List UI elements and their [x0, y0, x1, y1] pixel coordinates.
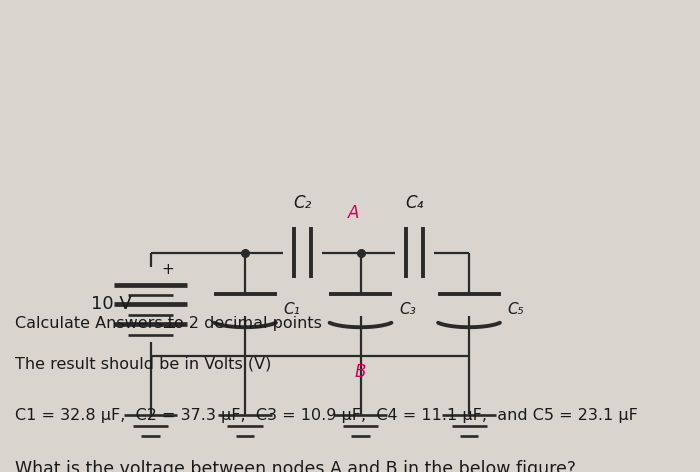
- Text: The result should be in Volts (V): The result should be in Volts (V): [15, 356, 272, 371]
- Text: C₄: C₄: [405, 194, 424, 212]
- Text: What is the voltage between nodes A and B in the below figure?: What is the voltage between nodes A and …: [15, 460, 576, 472]
- Text: C₂: C₂: [293, 194, 312, 212]
- Text: C1 = 32.8 μF,  C2 = 37.3 μF,  C3 = 10.9 μF,  C4 = 11.1 μF,  and C5 = 23.1 μF: C1 = 32.8 μF, C2 = 37.3 μF, C3 = 10.9 μF…: [15, 408, 638, 423]
- Text: C₃: C₃: [399, 302, 416, 317]
- Text: B: B: [355, 363, 366, 381]
- Text: +: +: [161, 262, 174, 277]
- Text: 10 V: 10 V: [91, 295, 132, 313]
- Text: C₁: C₁: [284, 302, 300, 317]
- Text: Calculate Answers to 2 decimal points: Calculate Answers to 2 decimal points: [15, 316, 322, 331]
- Text: C₅: C₅: [508, 302, 524, 317]
- Text: A: A: [348, 204, 359, 222]
- Text: −: −: [161, 320, 176, 337]
